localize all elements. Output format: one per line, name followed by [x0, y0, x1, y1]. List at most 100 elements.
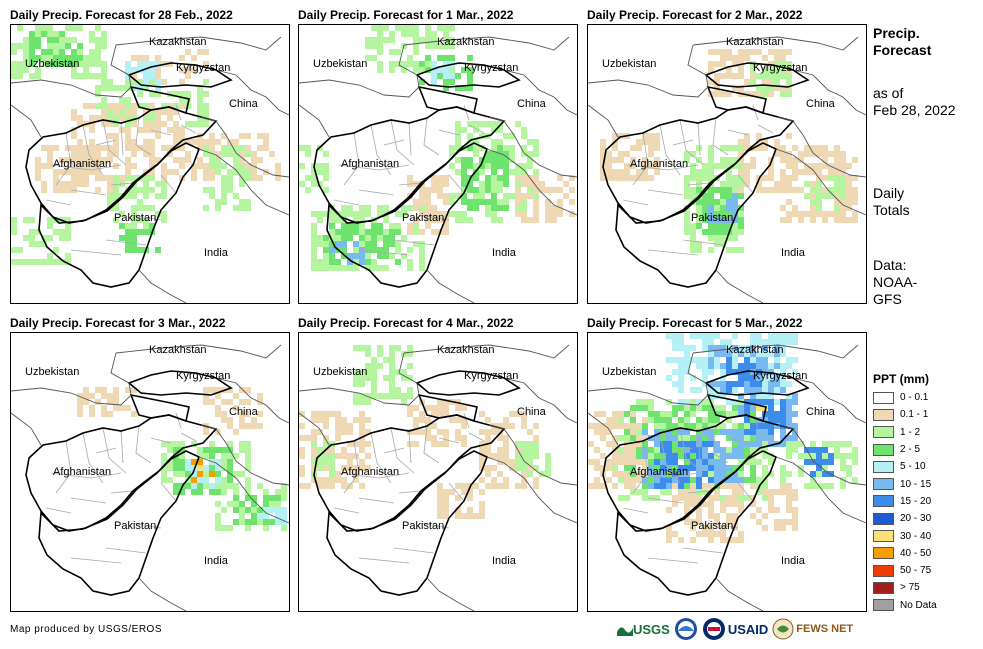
precip-cell [660, 459, 666, 465]
precip-cell [744, 145, 750, 151]
precip-cell [738, 211, 744, 217]
precip-cell [726, 211, 732, 217]
precip-cell [407, 55, 413, 61]
precip-cell [618, 133, 624, 139]
precip-cell [756, 507, 762, 513]
precip-cell [822, 145, 828, 151]
precip-cell [660, 441, 666, 447]
precip-cell [503, 163, 509, 169]
precip-cell [149, 67, 155, 73]
precip-cell [161, 453, 167, 459]
precip-cell [257, 133, 263, 139]
precip-cell [239, 423, 245, 429]
precip-cell [816, 169, 822, 175]
precip-cell [690, 187, 696, 193]
precip-cell [119, 223, 125, 229]
precip-cell [77, 61, 83, 67]
label-china: China [806, 406, 836, 418]
precip-cell [71, 157, 77, 163]
precip-cell [419, 229, 425, 235]
precip-cell [101, 175, 107, 181]
precip-cell [822, 157, 828, 163]
precip-cell [239, 507, 245, 513]
precip-cell [714, 405, 720, 411]
precip-cell [780, 49, 786, 55]
precip-cell [822, 211, 828, 217]
precip-cell [83, 393, 89, 399]
precip-cell [197, 163, 203, 169]
precip-cell [810, 193, 816, 199]
precip-cell [774, 357, 780, 363]
precip-cell [600, 139, 606, 145]
precip-cell [101, 79, 107, 85]
precip-cell [618, 495, 624, 501]
precip-cell [624, 169, 630, 175]
precip-cell [816, 471, 822, 477]
precip-cell [690, 501, 696, 507]
precip-cell [191, 55, 197, 61]
precip-cell [690, 525, 696, 531]
precip-cell [678, 423, 684, 429]
precip-cell [239, 519, 245, 525]
precip-cell [281, 519, 287, 525]
precip-cell [756, 339, 762, 345]
label-afghanistan: Afghanistan [630, 158, 688, 170]
precip-cell [720, 471, 726, 477]
precip-cell [624, 411, 630, 417]
precip-cell [792, 507, 798, 513]
precip-cell [437, 217, 443, 223]
precip-cell [113, 405, 119, 411]
precip-cell [774, 345, 780, 351]
precip-cell [672, 501, 678, 507]
uzb-border [11, 44, 132, 98]
precip-cell [738, 247, 744, 253]
province-boundaries [45, 412, 197, 564]
precip-cell [515, 121, 521, 127]
precip-cell [323, 465, 329, 471]
precip-cell [251, 495, 257, 501]
precip-cell [606, 169, 612, 175]
precip-cell [41, 241, 47, 247]
precip-cell [774, 519, 780, 525]
precip-cell [563, 193, 569, 199]
province-line [682, 547, 724, 554]
precip-cell [101, 103, 107, 109]
precip-cell [95, 151, 101, 157]
precip-cell [846, 181, 852, 187]
precip-cell [443, 513, 449, 519]
province-line [647, 189, 684, 196]
precip-cell [533, 477, 539, 483]
precip-cell [491, 187, 497, 193]
precip-cell [281, 525, 287, 531]
precip-cell [792, 513, 798, 519]
precip-cell [203, 169, 209, 175]
precip-cell [101, 145, 107, 151]
precip-cell [834, 181, 840, 187]
precip-cell [708, 169, 714, 175]
precip-cell [750, 91, 756, 97]
precip-cell [606, 417, 612, 423]
precip-cell [768, 411, 774, 417]
precip-cell [347, 205, 353, 211]
precip-cell [125, 115, 131, 121]
precip-cell [377, 205, 383, 211]
precip-cell [377, 393, 383, 399]
precip-cell [660, 465, 666, 471]
precip-cell [720, 229, 726, 235]
precip-cell [347, 441, 353, 447]
precip-cell [479, 187, 485, 193]
precip-cell [527, 163, 533, 169]
precip-cell [840, 193, 846, 199]
precip-cell [107, 399, 113, 405]
precip-cell [83, 103, 89, 109]
precip-cell [720, 49, 726, 55]
precip-cell [545, 453, 551, 459]
precip-cell [702, 501, 708, 507]
precip-cell [299, 435, 305, 441]
precip-cell [642, 163, 648, 169]
country-boundaries [602, 370, 810, 596]
precip-cell [125, 163, 131, 169]
legend-item: 15 - 20 [873, 493, 937, 510]
precip-cell [828, 483, 834, 489]
precip-cell [648, 411, 654, 417]
